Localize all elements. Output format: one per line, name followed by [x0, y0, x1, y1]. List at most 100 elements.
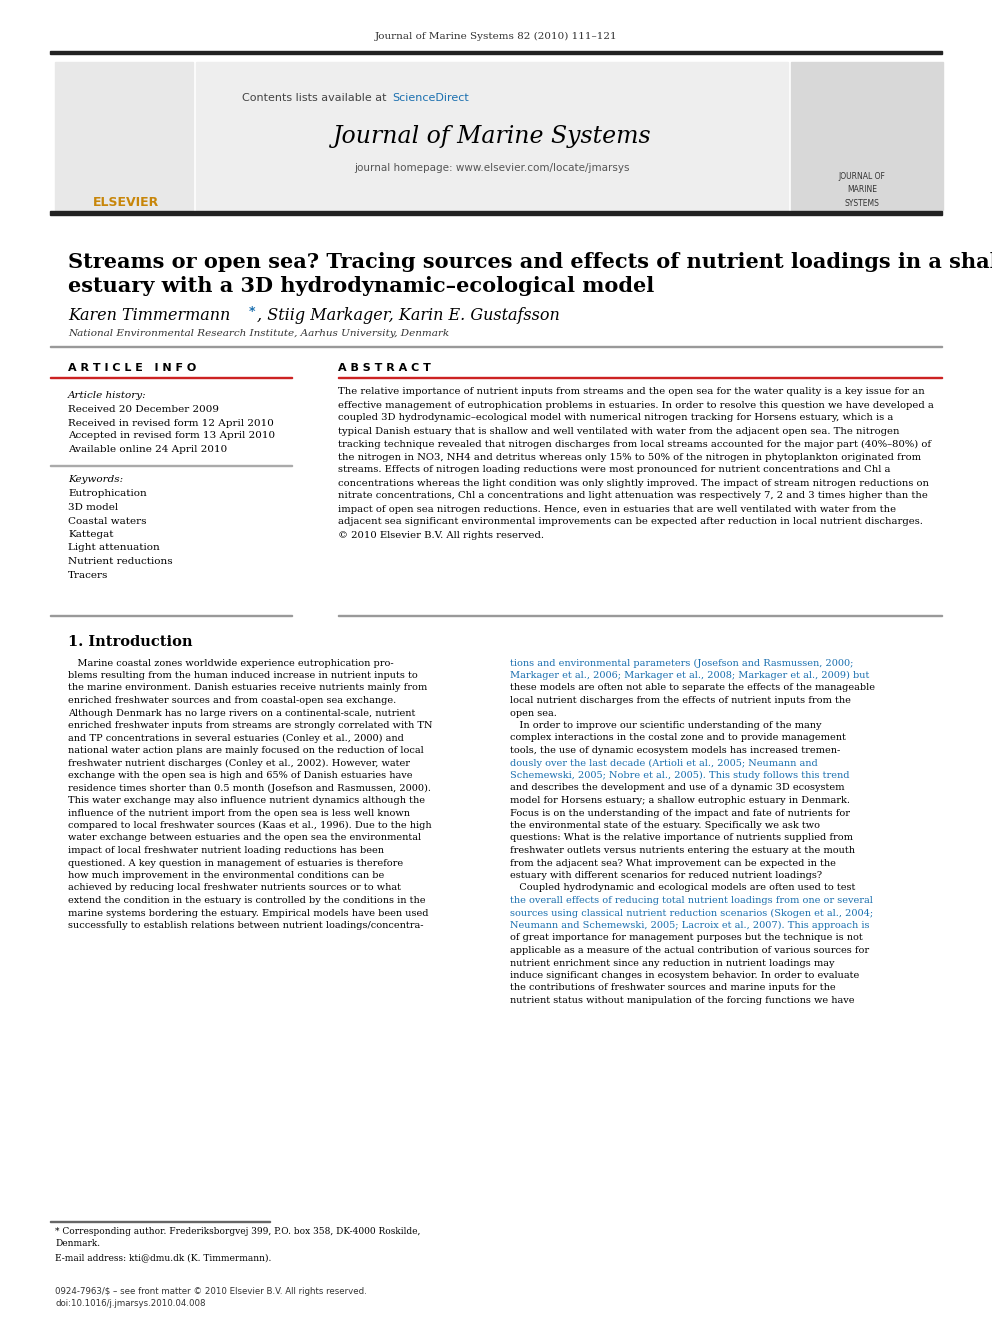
Text: ELSEVIER: ELSEVIER: [93, 196, 159, 209]
Text: the nitrogen in NO3, NH4 and detritus whereas only 15% to 50% of the nitrogen in: the nitrogen in NO3, NH4 and detritus wh…: [338, 452, 922, 462]
Text: Denmark.: Denmark.: [55, 1240, 100, 1249]
Text: Eutrophication: Eutrophication: [68, 490, 147, 499]
Text: and TP concentrations in several estuaries (Conley et al., 2000) and: and TP concentrations in several estuari…: [68, 733, 404, 742]
Text: dously over the last decade (Artioli et al., 2005; Neumann and: dously over the last decade (Artioli et …: [510, 758, 817, 767]
Text: doi:10.1016/j.jmarsys.2010.04.008: doi:10.1016/j.jmarsys.2010.04.008: [55, 1299, 205, 1308]
Text: Neumann and Schemewski, 2005; Lacroix et al., 2007). This approach is: Neumann and Schemewski, 2005; Lacroix et…: [510, 921, 870, 930]
Text: Kattegat: Kattegat: [68, 531, 113, 538]
Text: model for Horsens estuary; a shallow eutrophic estuary in Denmark.: model for Horsens estuary; a shallow eut…: [510, 796, 850, 804]
Text: enriched freshwater inputs from streams are strongly correlated with TN: enriched freshwater inputs from streams …: [68, 721, 433, 730]
Text: , Stiig Markager, Karin E. Gustafsson: , Stiig Markager, Karin E. Gustafsson: [257, 307, 559, 324]
Text: questioned. A key question in management of estuaries is therefore: questioned. A key question in management…: [68, 859, 403, 868]
Text: applicable as a measure of the actual contribution of various sources for: applicable as a measure of the actual co…: [510, 946, 869, 955]
Text: The relative importance of nutrient inputs from streams and the open sea for the: The relative importance of nutrient inpu…: [338, 388, 925, 397]
Text: and describes the development and use of a dynamic 3D ecosystem: and describes the development and use of…: [510, 783, 844, 792]
Text: of great importance for management purposes but the technique is not: of great importance for management purpo…: [510, 934, 863, 942]
Text: impact of open sea nitrogen reductions. Hence, even in estuaries that are well v: impact of open sea nitrogen reductions. …: [338, 504, 896, 513]
Text: freshwater nutrient discharges (Conley et al., 2002). However, water: freshwater nutrient discharges (Conley e…: [68, 758, 410, 767]
Text: effective management of eutrophication problems in estuaries. In order to resolv: effective management of eutrophication p…: [338, 401, 933, 410]
Text: National Environmental Research Institute, Aarhus University, Denmark: National Environmental Research Institut…: [68, 329, 449, 339]
Text: Coastal waters: Coastal waters: [68, 516, 147, 525]
Text: This water exchange may also influence nutrient dynamics although the: This water exchange may also influence n…: [68, 796, 425, 804]
Text: Coupled hydrodynamic and ecological models are often used to test: Coupled hydrodynamic and ecological mode…: [510, 884, 855, 893]
Text: Contents lists available at: Contents lists available at: [242, 93, 390, 103]
Text: the overall effects of reducing total nutrient loadings from one or several: the overall effects of reducing total nu…: [510, 896, 873, 905]
Text: local nutrient discharges from the effects of nutrient inputs from the: local nutrient discharges from the effec…: [510, 696, 851, 705]
Text: 1. Introduction: 1. Introduction: [68, 635, 192, 650]
Text: *: *: [249, 306, 256, 319]
Text: Article history:: Article history:: [68, 390, 147, 400]
Text: national water action plans are mainly focused on the reduction of local: national water action plans are mainly f…: [68, 746, 424, 755]
Text: © 2010 Elsevier B.V. All rights reserved.: © 2010 Elsevier B.V. All rights reserved…: [338, 531, 544, 540]
Bar: [50, 377, 292, 378]
Text: In order to improve our scientific understanding of the many: In order to improve our scientific under…: [510, 721, 821, 730]
Text: journal homepage: www.elsevier.com/locate/jmarsys: journal homepage: www.elsevier.com/locat…: [354, 163, 630, 173]
Text: estuary with different scenarios for reduced nutrient loadings?: estuary with different scenarios for red…: [510, 871, 822, 880]
Text: these models are often not able to separate the effects of the manageable: these models are often not able to separ…: [510, 684, 875, 692]
Text: Marine coastal zones worldwide experience eutrophication pro-: Marine coastal zones worldwide experienc…: [68, 659, 394, 668]
Text: successfully to establish relations between nutrient loadings/concentra-: successfully to establish relations betw…: [68, 921, 424, 930]
Text: extend the condition in the estuary is controlled by the conditions in the: extend the condition in the estuary is c…: [68, 896, 426, 905]
Bar: [55, 62, 193, 210]
Text: 3D model: 3D model: [68, 503, 118, 512]
Text: Focus is on the understanding of the impact and fate of nutrients for: Focus is on the understanding of the imp…: [510, 808, 850, 818]
Text: compared to local freshwater sources (Kaas et al., 1996). Due to the high: compared to local freshwater sources (Ka…: [68, 822, 432, 830]
Text: nutrient status without manipulation of the forcing functions we have: nutrient status without manipulation of …: [510, 996, 854, 1005]
Text: Karen Timmermann: Karen Timmermann: [68, 307, 230, 324]
Text: Markager et al., 2006; Markager et al., 2008; Markager et al., 2009) but: Markager et al., 2006; Markager et al., …: [510, 671, 869, 680]
Text: 0924-7963/$ – see front matter © 2010 Elsevier B.V. All rights reserved.: 0924-7963/$ – see front matter © 2010 El…: [55, 1286, 367, 1295]
Text: impact of local freshwater nutrient loading reductions has been: impact of local freshwater nutrient load…: [68, 845, 384, 855]
Text: A R T I C L E   I N F O: A R T I C L E I N F O: [68, 363, 196, 373]
Text: questions: What is the relative importance of nutrients supplied from: questions: What is the relative importan…: [510, 833, 853, 843]
Text: Available online 24 April 2010: Available online 24 April 2010: [68, 445, 227, 454]
Text: E-mail address: kti@dmu.dk (K. Timmermann).: E-mail address: kti@dmu.dk (K. Timmerman…: [55, 1253, 272, 1262]
Text: estuary with a 3D hydrodynamic–ecological model: estuary with a 3D hydrodynamic–ecologica…: [68, 277, 655, 296]
Text: water exchange between estuaries and the open sea the environmental: water exchange between estuaries and the…: [68, 833, 422, 843]
Text: freshwater outlets versus nutrients entering the estuary at the mouth: freshwater outlets versus nutrients ente…: [510, 845, 855, 855]
Text: Although Denmark has no large rivers on a continental-scale, nutrient: Although Denmark has no large rivers on …: [68, 709, 416, 717]
Text: the environmental state of the estuary. Specifically we ask two: the environmental state of the estuary. …: [510, 822, 820, 830]
Text: influence of the nutrient import from the open sea is less well known: influence of the nutrient import from th…: [68, 808, 410, 818]
Text: exchange with the open sea is high and 65% of Danish estuaries have: exchange with the open sea is high and 6…: [68, 771, 413, 781]
Text: A B S T R A C T: A B S T R A C T: [338, 363, 431, 373]
Text: from the adjacent sea? What improvement can be expected in the: from the adjacent sea? What improvement …: [510, 859, 836, 868]
Text: marine systems bordering the estuary. Empirical models have been used: marine systems bordering the estuary. Em…: [68, 909, 429, 917]
Text: ScienceDirect: ScienceDirect: [392, 93, 469, 103]
Text: tions and environmental parameters (Josefson and Rasmussen, 2000;: tions and environmental parameters (Jose…: [510, 659, 853, 668]
Text: Schemewski, 2005; Nobre et al., 2005). This study follows this trend: Schemewski, 2005; Nobre et al., 2005). T…: [510, 771, 849, 781]
Text: Light attenuation: Light attenuation: [68, 544, 160, 553]
Text: Tracers: Tracers: [68, 570, 108, 579]
Text: * Corresponding author. Frederiksborgvej 399, P.O. box 358, DK-4000 Roskilde,: * Corresponding author. Frederiksborgvej…: [55, 1228, 421, 1237]
Text: Journal of Marine Systems 82 (2010) 111–121: Journal of Marine Systems 82 (2010) 111–…: [375, 32, 617, 41]
Text: Journal of Marine Systems: Journal of Marine Systems: [332, 124, 652, 147]
Bar: [50, 210, 942, 216]
Text: typical Danish estuary that is shallow and well ventilated with water from the a: typical Danish estuary that is shallow a…: [338, 426, 900, 435]
Text: residence times shorter than 0.5 month (Josefson and Rasmussen, 2000).: residence times shorter than 0.5 month (…: [68, 783, 431, 792]
Text: enriched freshwater sources and from coastal-open sea exchange.: enriched freshwater sources and from coa…: [68, 696, 396, 705]
Text: achieved by reducing local freshwater nutrients sources or to what: achieved by reducing local freshwater nu…: [68, 884, 401, 893]
Text: JOURNAL OF
MARINE
SYSTEMS: JOURNAL OF MARINE SYSTEMS: [838, 172, 886, 209]
Text: streams. Effects of nitrogen loading reductions were most pronounced for nutrien: streams. Effects of nitrogen loading red…: [338, 466, 891, 475]
Text: tools, the use of dynamic ecosystem models has increased tremen-: tools, the use of dynamic ecosystem mode…: [510, 746, 840, 755]
Text: how much improvement in the environmental conditions can be: how much improvement in the environmenta…: [68, 871, 384, 880]
Text: Received in revised form 12 April 2010: Received in revised form 12 April 2010: [68, 418, 274, 427]
Bar: [338, 377, 942, 378]
Text: Nutrient reductions: Nutrient reductions: [68, 557, 173, 566]
Bar: [791, 62, 943, 210]
Text: induce significant changes in ecosystem behavior. In order to evaluate: induce significant changes in ecosystem …: [510, 971, 859, 980]
Text: nitrate concentrations, Chl a concentrations and light attenuation was respectiv: nitrate concentrations, Chl a concentrat…: [338, 492, 928, 500]
Text: Accepted in revised form 13 April 2010: Accepted in revised form 13 April 2010: [68, 431, 275, 441]
Text: Streams or open sea? Tracing sources and effects of nutrient loadings in a shall: Streams or open sea? Tracing sources and…: [68, 251, 992, 273]
Text: complex interactions in the costal zone and to provide management: complex interactions in the costal zone …: [510, 733, 846, 742]
Text: the contributions of freshwater sources and marine inputs for the: the contributions of freshwater sources …: [510, 983, 835, 992]
Text: coupled 3D hydrodynamic–ecological model with numerical nitrogen tracking for Ho: coupled 3D hydrodynamic–ecological model…: [338, 414, 894, 422]
Text: the marine environment. Danish estuaries receive nutrients mainly from: the marine environment. Danish estuaries…: [68, 684, 428, 692]
Text: blems resulting from the human induced increase in nutrient inputs to: blems resulting from the human induced i…: [68, 671, 418, 680]
Text: adjacent sea significant environmental improvements can be expected after reduct: adjacent sea significant environmental i…: [338, 517, 923, 527]
Bar: [196, 62, 788, 210]
Bar: [50, 50, 942, 54]
Text: open sea.: open sea.: [510, 709, 557, 717]
Text: concentrations whereas the light condition was only slightly improved. The impac: concentrations whereas the light conditi…: [338, 479, 929, 487]
Text: tracking technique revealed that nitrogen discharges from local streams accounte: tracking technique revealed that nitroge…: [338, 439, 931, 448]
Text: Keywords:: Keywords:: [68, 475, 123, 484]
